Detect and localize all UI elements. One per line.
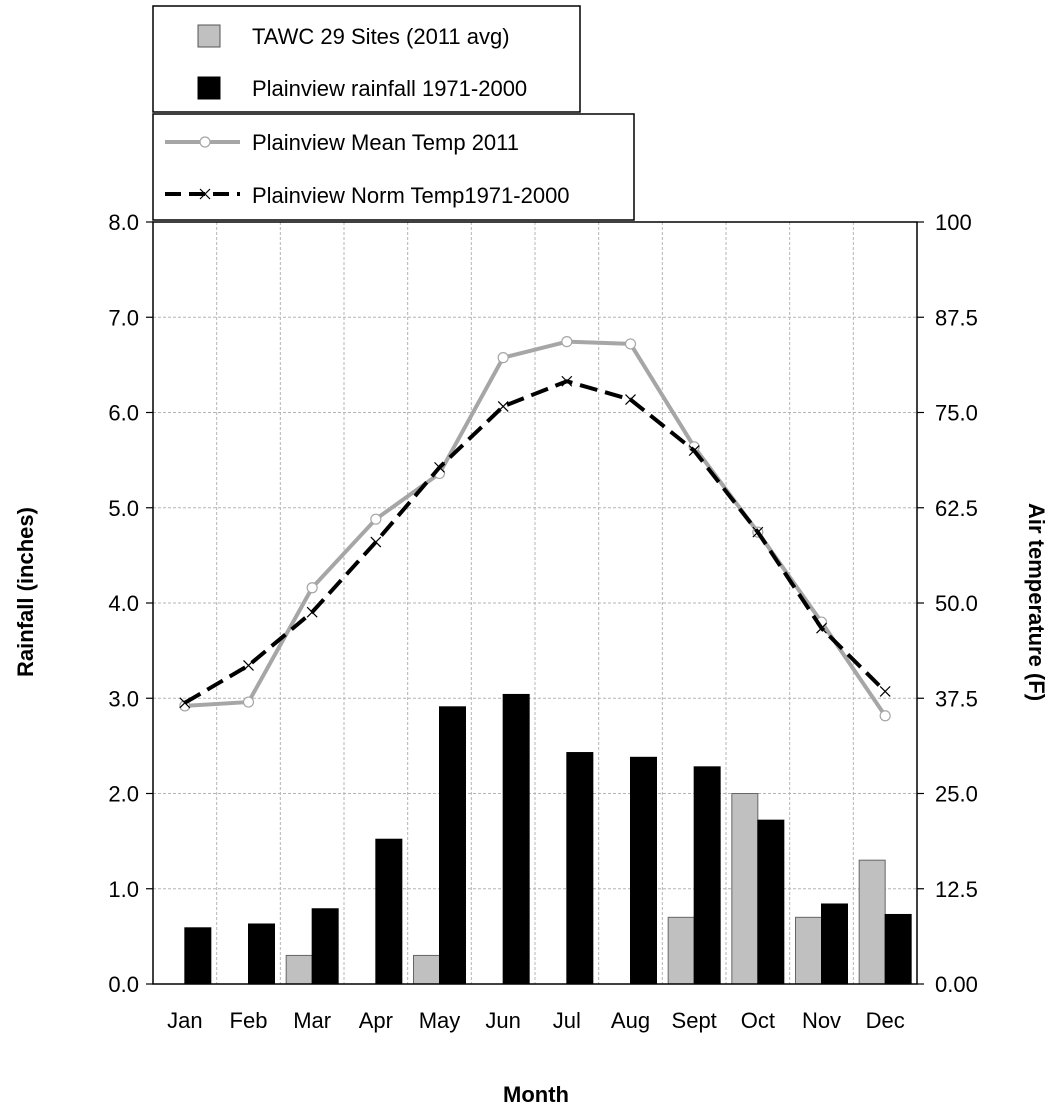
point-plainview-norm-temp1971-2000-dec — [879, 685, 891, 697]
bar-plainview-rainfall-1971-2000-jan — [184, 927, 212, 985]
y-right-tick-label: 87.5 — [935, 305, 978, 330]
legend-lines: Plainview Mean Temp 2011 Plainview Norm … — [152, 113, 635, 221]
legend-label-norm-temp: Plainview Norm Temp1971-2000 — [252, 183, 570, 208]
point-plainview-norm-temp1971-2000-jul — [561, 375, 573, 387]
bars — [184, 693, 912, 985]
bar-plainview-rainfall-1971-2000-apr — [375, 838, 403, 985]
point-plainview-norm-temp1971-2000-apr — [370, 536, 382, 548]
y-right-tick-label: 100 — [935, 210, 972, 235]
y-left-tick-label: 7.0 — [108, 305, 139, 330]
bar-plainview-rainfall-1971-2000-jul — [566, 752, 594, 985]
legend-label-plainview-rainfall: Plainview rainfall 1971-2000 — [252, 76, 527, 101]
x-tick-label: Apr — [359, 1008, 393, 1033]
point-plainview-norm-temp1971-2000-oct — [752, 526, 764, 538]
y-left-tick-label: 2.0 — [108, 782, 139, 807]
x-tick-label: Jul — [553, 1008, 581, 1033]
x-tick-label: Jun — [485, 1008, 520, 1033]
point-plainview-mean-temp-2011-aug — [624, 338, 637, 350]
bar-plainview-rainfall-1971-2000-aug — [630, 756, 657, 985]
y-left-tick-label: 4.0 — [108, 591, 139, 616]
x-tick-label: Mar — [293, 1008, 331, 1033]
x-tick-label: Feb — [230, 1008, 268, 1033]
bar-tawc-29-sites-2011-avg-mar — [285, 954, 313, 985]
point-plainview-norm-temp1971-2000-sept — [688, 445, 700, 457]
bar-tawc-29-sites-2011-avg-may — [413, 954, 440, 985]
bar-plainview-rainfall-1971-2000-jun — [502, 693, 530, 985]
y-left-tick-label: 1.0 — [108, 877, 139, 902]
y-left-tick-label: 5.0 — [108, 496, 139, 521]
point-plainview-mean-temp-2011-feb — [242, 696, 255, 708]
y-right-tick-label: 75.0 — [935, 401, 978, 426]
legend-bars-frame — [152, 5, 581, 113]
point-plainview-norm-temp1971-2000-jun — [497, 400, 509, 412]
point-plainview-mean-temp-2011-apr — [370, 513, 382, 525]
legend-lines-frame — [152, 113, 635, 221]
bar-plainview-rainfall-1971-2000-may — [439, 706, 466, 985]
temperature-lines — [179, 336, 891, 722]
y-right-tick-label: 50.0 — [935, 591, 978, 616]
legend-marker-mean-temp — [199, 136, 211, 148]
legend-swatch-tawc — [197, 24, 221, 48]
point-plainview-mean-temp-2011-jun — [497, 352, 509, 364]
point-plainview-norm-temp1971-2000-may — [434, 461, 445, 473]
legend-swatch-plainview-rainfall — [197, 76, 221, 100]
bar-tawc-29-sites-2011-avg-dec — [858, 859, 886, 985]
point-plainview-norm-temp1971-2000-nov — [816, 622, 827, 634]
y-right-tick-label: 12.5 — [935, 877, 978, 902]
legend-label-tawc: TAWC 29 Sites (2011 avg) — [252, 24, 510, 49]
x-axis-title: Month — [503, 1082, 569, 1107]
axis-ticks: 0.0 0.00 1.0 12.5 2.0 25.0 3.0 37.5 4.0 50.0 5.0 62… — [108, 210, 977, 1033]
bar-plainview-rainfall-1971-2000-feb — [248, 923, 275, 985]
point-plainview-norm-temp1971-2000-feb — [243, 660, 254, 671]
legend-bars: TAWC 29 Sites (2011 avg) Plainview rainf… — [152, 5, 581, 113]
grid-lines — [153, 222, 917, 984]
x-tick-label: Dec — [866, 1008, 905, 1033]
y-left-tick-label: 0.0 — [108, 972, 139, 997]
y-axis-right-title: Air temperature (F) — [1024, 503, 1049, 701]
y-right-tick-label: 37.5 — [935, 686, 978, 711]
bar-plainview-rainfall-1971-2000-dec — [884, 913, 912, 985]
bar-plainview-rainfall-1971-2000-nov — [821, 903, 848, 985]
x-tick-label: Sept — [672, 1008, 717, 1033]
point-plainview-mean-temp-2011-dec — [879, 710, 891, 722]
bar-plainview-rainfall-1971-2000-mar — [311, 908, 339, 985]
bar-tawc-29-sites-2011-avg-oct — [731, 793, 759, 985]
legend-label-mean-temp: Plainview Mean Temp 2011 — [252, 130, 519, 155]
y-right-tick-label: 0.00 — [935, 972, 978, 997]
bar-tawc-29-sites-2011-avg-sept — [667, 916, 695, 985]
x-tick-label: Nov — [802, 1008, 841, 1033]
y-left-tick-label: 6.0 — [108, 401, 139, 426]
point-plainview-norm-temp1971-2000-mar — [306, 606, 318, 618]
line-plainview-norm-temp1971-2000 — [183, 379, 887, 705]
y-left-tick-label: 8.0 — [108, 210, 139, 235]
line-plainview-mean-temp-2011 — [184, 339, 887, 717]
y-axis-left-title: Rainfall (inches) — [13, 507, 38, 677]
bar-plainview-rainfall-1971-2000-sept — [693, 766, 721, 985]
x-tick-label: Jan — [167, 1008, 202, 1033]
point-plainview-mean-temp-2011-mar — [306, 582, 318, 594]
y-right-tick-label: 62.5 — [935, 496, 978, 521]
x-tick-label: May — [419, 1008, 461, 1033]
point-plainview-mean-temp-2011-jul — [561, 336, 573, 348]
x-tick-label: Oct — [741, 1008, 775, 1033]
x-tick-label: Aug — [611, 1008, 650, 1033]
y-left-tick-label: 3.0 — [108, 686, 139, 711]
bar-tawc-29-sites-2011-avg-nov — [795, 916, 822, 985]
bar-plainview-rainfall-1971-2000-oct — [757, 819, 785, 985]
y-right-tick-label: 25.0 — [935, 782, 978, 807]
point-plainview-norm-temp1971-2000-jan — [179, 697, 191, 709]
legend-marker-norm-temp — [199, 188, 211, 200]
point-plainview-norm-temp1971-2000-aug — [625, 394, 636, 405]
